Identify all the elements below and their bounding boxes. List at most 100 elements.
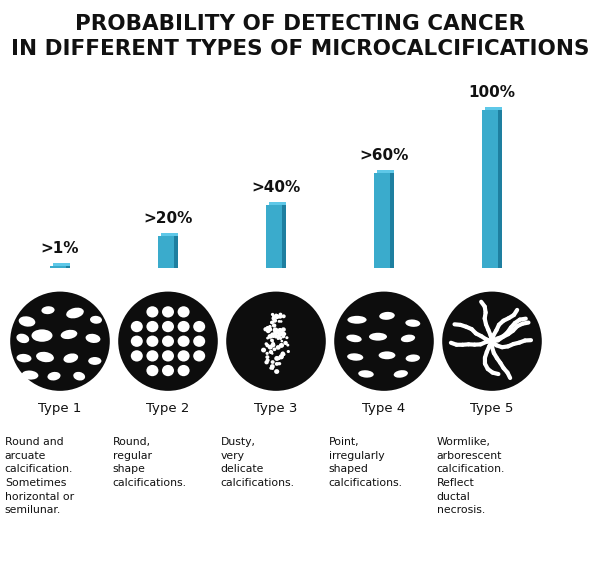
Ellipse shape [274,356,280,361]
Ellipse shape [401,334,415,342]
Ellipse shape [379,351,395,359]
Bar [282,205,286,268]
Ellipse shape [66,307,84,319]
Ellipse shape [178,336,190,347]
Ellipse shape [10,292,110,391]
Bar [482,110,502,268]
Ellipse shape [279,337,282,340]
Ellipse shape [265,342,268,346]
Ellipse shape [280,331,285,336]
Ellipse shape [162,365,174,376]
Ellipse shape [226,292,326,391]
Ellipse shape [47,372,61,381]
Ellipse shape [277,362,280,365]
Ellipse shape [272,315,276,318]
Ellipse shape [278,328,283,333]
Ellipse shape [280,352,285,356]
Ellipse shape [278,362,281,365]
Bar [498,110,502,268]
Ellipse shape [16,334,29,343]
Ellipse shape [271,313,274,316]
Ellipse shape [274,330,278,334]
Text: Round,
regular
shape
calcifications.: Round, regular shape calcifications. [113,437,187,488]
Text: Wormlike,
arborescent
calcification.
Reflect
ductal
necrosis.: Wormlike, arborescent calcification. Ref… [437,437,505,515]
Ellipse shape [90,316,102,324]
Ellipse shape [73,372,85,381]
Ellipse shape [266,329,270,332]
Ellipse shape [266,337,269,340]
Ellipse shape [280,340,283,342]
Ellipse shape [32,329,53,342]
Ellipse shape [64,354,78,363]
Ellipse shape [268,328,272,332]
Bar [269,202,286,205]
Text: Type 5: Type 5 [470,402,514,415]
Ellipse shape [146,336,158,347]
Ellipse shape [178,350,190,362]
Ellipse shape [406,354,420,362]
Text: >60%: >60% [359,148,409,164]
Ellipse shape [178,365,190,376]
Ellipse shape [272,335,275,338]
Ellipse shape [146,350,158,362]
Ellipse shape [274,369,279,374]
Bar [158,236,178,268]
Ellipse shape [270,332,275,337]
Ellipse shape [406,319,420,327]
Ellipse shape [178,321,190,332]
Bar [266,205,286,268]
Ellipse shape [263,327,268,332]
Ellipse shape [275,315,280,319]
Ellipse shape [131,350,143,362]
Ellipse shape [162,336,174,347]
Bar [161,233,178,236]
Ellipse shape [269,350,273,354]
Ellipse shape [118,292,218,391]
Ellipse shape [277,337,280,340]
Ellipse shape [275,362,279,366]
Ellipse shape [369,333,387,341]
Ellipse shape [281,351,285,355]
Ellipse shape [277,356,281,360]
Ellipse shape [36,352,54,362]
Ellipse shape [442,292,542,391]
Ellipse shape [131,321,143,332]
Ellipse shape [278,312,283,316]
Ellipse shape [281,354,284,357]
Ellipse shape [283,341,288,345]
Ellipse shape [282,332,286,336]
Ellipse shape [281,335,285,338]
Ellipse shape [281,314,286,318]
Bar [53,263,70,266]
Ellipse shape [271,343,275,347]
Ellipse shape [273,331,278,336]
Text: Type 2: Type 2 [146,402,190,415]
Ellipse shape [265,360,269,364]
Text: Type 3: Type 3 [254,402,298,415]
Ellipse shape [347,353,363,361]
Ellipse shape [358,370,374,378]
Ellipse shape [271,316,276,320]
Ellipse shape [279,343,284,348]
Ellipse shape [261,347,266,352]
Bar [374,173,394,268]
Ellipse shape [272,328,278,332]
Ellipse shape [268,345,273,350]
Ellipse shape [268,325,272,328]
Ellipse shape [278,320,281,323]
Ellipse shape [146,321,158,332]
Ellipse shape [272,347,277,351]
Text: >20%: >20% [143,212,193,227]
Bar [174,236,178,268]
Ellipse shape [346,334,362,342]
Ellipse shape [286,336,289,339]
Ellipse shape [41,306,55,314]
Ellipse shape [286,343,289,346]
Ellipse shape [271,352,274,355]
Ellipse shape [22,371,38,380]
Ellipse shape [278,354,284,359]
Ellipse shape [162,306,174,318]
Ellipse shape [146,306,158,318]
Text: 100%: 100% [469,85,515,100]
Ellipse shape [193,321,205,332]
